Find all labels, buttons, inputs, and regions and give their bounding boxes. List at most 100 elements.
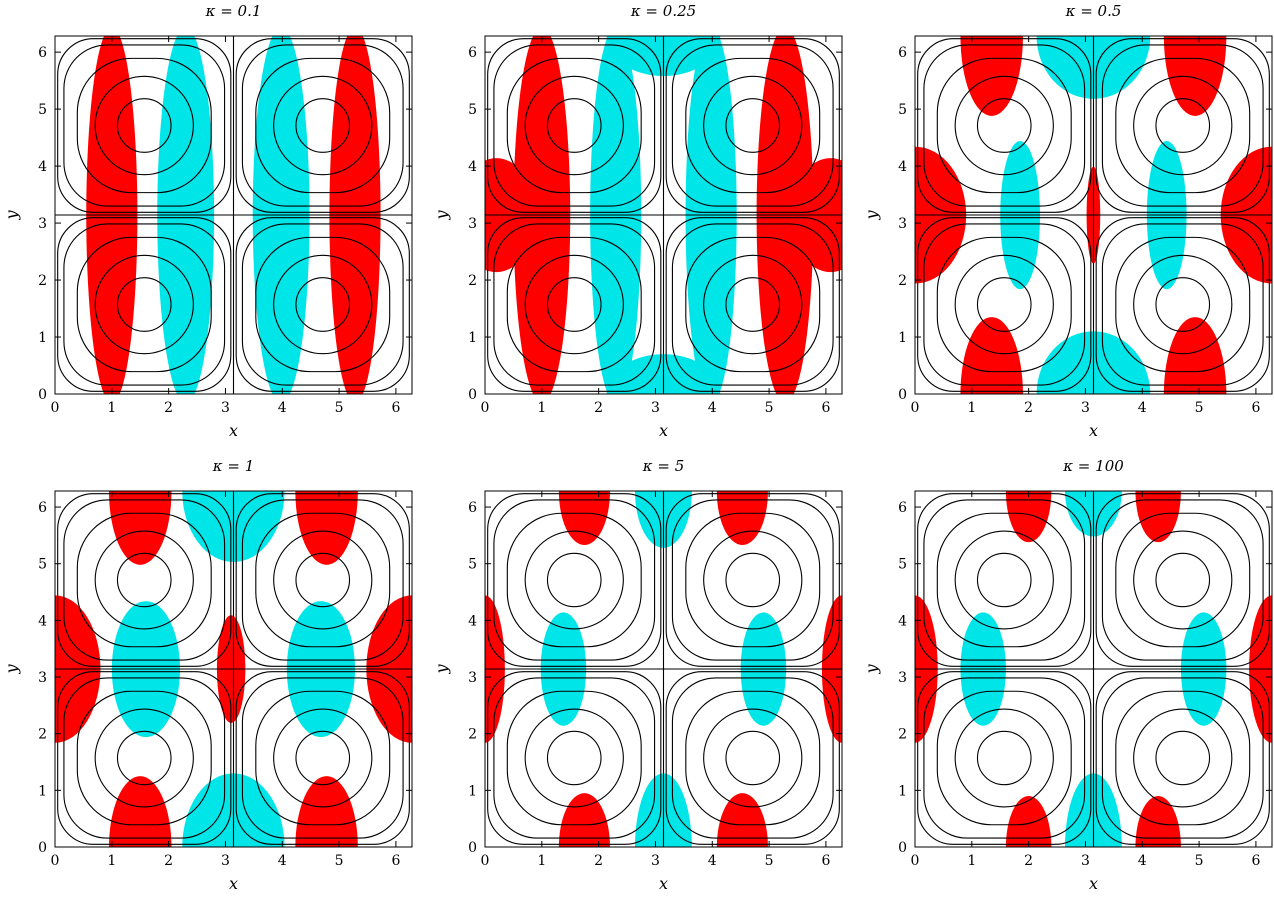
streamline xyxy=(57,493,232,667)
x-tick-label: 1 xyxy=(967,853,976,869)
x-tick-label: 2 xyxy=(594,853,603,869)
y-tick-label: 4 xyxy=(468,613,477,629)
panel-title: κ = 1 xyxy=(212,457,254,475)
streamline xyxy=(671,499,834,661)
x-tick-label: 5 xyxy=(765,853,774,869)
plot-area xyxy=(485,36,842,394)
streamline xyxy=(1115,57,1251,194)
x-axis-label: x xyxy=(659,421,668,440)
streamline xyxy=(917,217,1092,392)
x-tick-label: 3 xyxy=(1081,853,1090,869)
positive-region xyxy=(558,793,610,847)
y-tick-label: 6 xyxy=(468,45,477,61)
x-tick-label: 4 xyxy=(278,853,287,869)
y-tick-label: 6 xyxy=(38,45,47,61)
y-axis-label: y xyxy=(2,664,21,675)
streamline xyxy=(671,223,834,386)
y-tick-label: 0 xyxy=(898,840,907,856)
streamline xyxy=(1155,552,1211,608)
streamline xyxy=(116,730,172,786)
streamline xyxy=(923,677,1086,839)
y-tick-label: 1 xyxy=(898,330,907,346)
positive-region xyxy=(1005,796,1052,847)
y-tick-label: 5 xyxy=(468,102,477,118)
streamline xyxy=(671,677,834,839)
streamline xyxy=(546,730,602,786)
streamline xyxy=(506,690,642,826)
panel-title: κ = 5 xyxy=(642,457,684,475)
y-tick-label: 3 xyxy=(38,670,47,686)
streamline xyxy=(235,38,410,213)
panel-title: κ = 0.5 xyxy=(1065,2,1122,20)
streamline xyxy=(976,98,1032,153)
streamline xyxy=(295,552,351,608)
y-tick-label: 0 xyxy=(468,840,477,856)
x-tick-label: 0 xyxy=(911,400,920,416)
streamline xyxy=(671,44,834,207)
streamline xyxy=(1101,223,1264,386)
streamline xyxy=(63,44,226,207)
y-tick-label: 2 xyxy=(898,273,907,289)
y-tick-label: 5 xyxy=(898,102,907,118)
y-tick-label: 4 xyxy=(38,159,47,175)
y-tick-label: 3 xyxy=(468,216,477,232)
plot-area xyxy=(55,36,412,394)
x-tick-label: 5 xyxy=(1195,853,1204,869)
plot-frame xyxy=(54,490,413,848)
x-tick-label: 0 xyxy=(481,853,490,869)
y-tick-label: 0 xyxy=(38,387,47,403)
streamline xyxy=(703,254,803,355)
x-tick-label: 5 xyxy=(765,400,774,416)
panel-6: 0 1 2 3 4 5 6 0 1 2 3 4 5 6 κ = 100 x y xyxy=(862,457,1273,893)
y-tick-label: 4 xyxy=(898,159,907,175)
plot-area xyxy=(485,491,842,847)
y-tick-label: 0 xyxy=(38,840,47,856)
streamline xyxy=(685,512,821,648)
x-tick-label: 5 xyxy=(335,853,344,869)
streamline xyxy=(936,236,1072,373)
streamline xyxy=(1095,38,1270,213)
streamline xyxy=(954,530,1054,630)
streamline xyxy=(235,671,410,845)
streamline xyxy=(493,499,656,661)
x-tick-label: 0 xyxy=(481,400,490,416)
plot-area xyxy=(915,491,1272,847)
x-tick-label: 0 xyxy=(911,853,920,869)
streamline xyxy=(725,277,781,332)
streamline xyxy=(546,98,602,153)
panel-title: κ = 0.1 xyxy=(205,2,262,20)
x-axis-label: x xyxy=(1089,421,1098,440)
panel-title: κ = 0.25 xyxy=(630,2,696,20)
y-tick-label: 2 xyxy=(38,273,47,289)
positive-region xyxy=(1005,491,1052,543)
y-tick-label: 1 xyxy=(38,783,47,799)
streamline xyxy=(1115,512,1251,648)
streamline xyxy=(936,512,1072,648)
streamline xyxy=(1101,677,1264,839)
y-axis-label: y xyxy=(432,664,451,675)
streamline xyxy=(685,57,821,194)
x-tick-label: 0 xyxy=(51,853,60,869)
streamline xyxy=(116,277,172,332)
y-tick-label: 5 xyxy=(38,557,47,573)
streamline xyxy=(1155,730,1211,786)
streamline xyxy=(1095,217,1270,392)
streamline xyxy=(57,38,232,213)
streamline xyxy=(665,671,840,845)
streamline xyxy=(116,552,172,608)
streamline xyxy=(76,57,212,194)
streamline xyxy=(1115,236,1251,373)
panel-4: 0 1 2 3 4 5 6 0 1 2 3 4 5 6 κ = 1 x y xyxy=(2,457,413,893)
x-tick-label: 5 xyxy=(335,400,344,416)
y-tick-label: 5 xyxy=(468,557,477,573)
positive-region xyxy=(1135,491,1181,543)
y-tick-label: 6 xyxy=(898,500,907,516)
streamline xyxy=(506,512,642,648)
streamline xyxy=(493,44,656,207)
streamline xyxy=(665,217,840,392)
x-tick-label: 4 xyxy=(1138,853,1147,869)
y-axis-label: y xyxy=(862,210,881,221)
streamline xyxy=(954,708,1054,808)
y-axis-label: y xyxy=(862,664,881,675)
